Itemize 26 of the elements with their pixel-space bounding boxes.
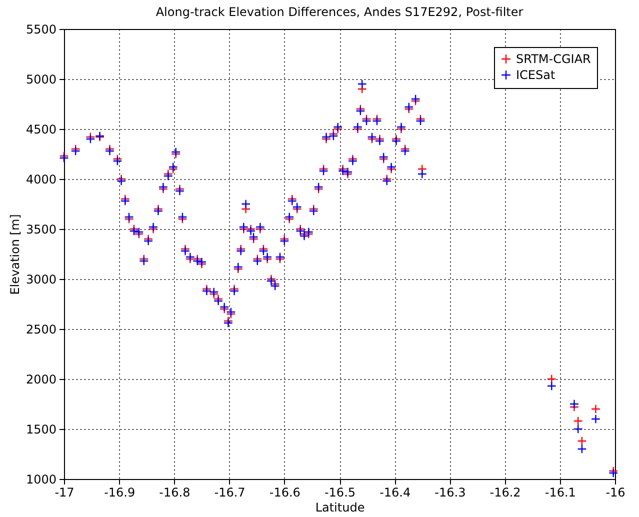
- y-tick-label: 3500: [26, 222, 56, 236]
- y-tick-label: 4000: [26, 172, 56, 186]
- y-tick-label: 1000: [26, 472, 56, 486]
- x-tick-label: -16.2: [490, 486, 521, 500]
- x-tick-label: -16.7: [214, 486, 246, 500]
- x-tick-label: -16.1: [544, 486, 576, 500]
- x-axis-title: Latitude: [315, 500, 365, 514]
- x-tick-label: -16.6: [269, 486, 300, 500]
- x-tick-label: -17: [54, 486, 74, 500]
- y-tick-label: 4500: [26, 122, 56, 136]
- y-axis-title: Elevation [m]: [8, 214, 22, 295]
- y-tick-label: 2000: [26, 372, 56, 386]
- chart-title: Along-track Elevation Differences, Andes S17E292, Post-filter: [156, 5, 524, 19]
- y-tick-label: 3000: [26, 272, 56, 286]
- x-tick-label: -16.8: [159, 486, 190, 500]
- y-tick-label: 1500: [26, 422, 56, 436]
- x-tick-label: -16.9: [104, 486, 136, 500]
- legend-label: ICESat: [516, 68, 556, 82]
- y-tick-label: 2500: [26, 322, 56, 336]
- x-tick-label: -16.4: [380, 486, 411, 500]
- x-tick-label: -16.3: [434, 486, 466, 500]
- x-tick-label: -16: [606, 486, 626, 500]
- x-tick-label: -16.5: [324, 486, 356, 500]
- y-tick-label: 5000: [26, 72, 56, 86]
- legend-label: SRTM-CGIAR: [516, 52, 591, 66]
- y-tick-label: 5500: [26, 22, 56, 36]
